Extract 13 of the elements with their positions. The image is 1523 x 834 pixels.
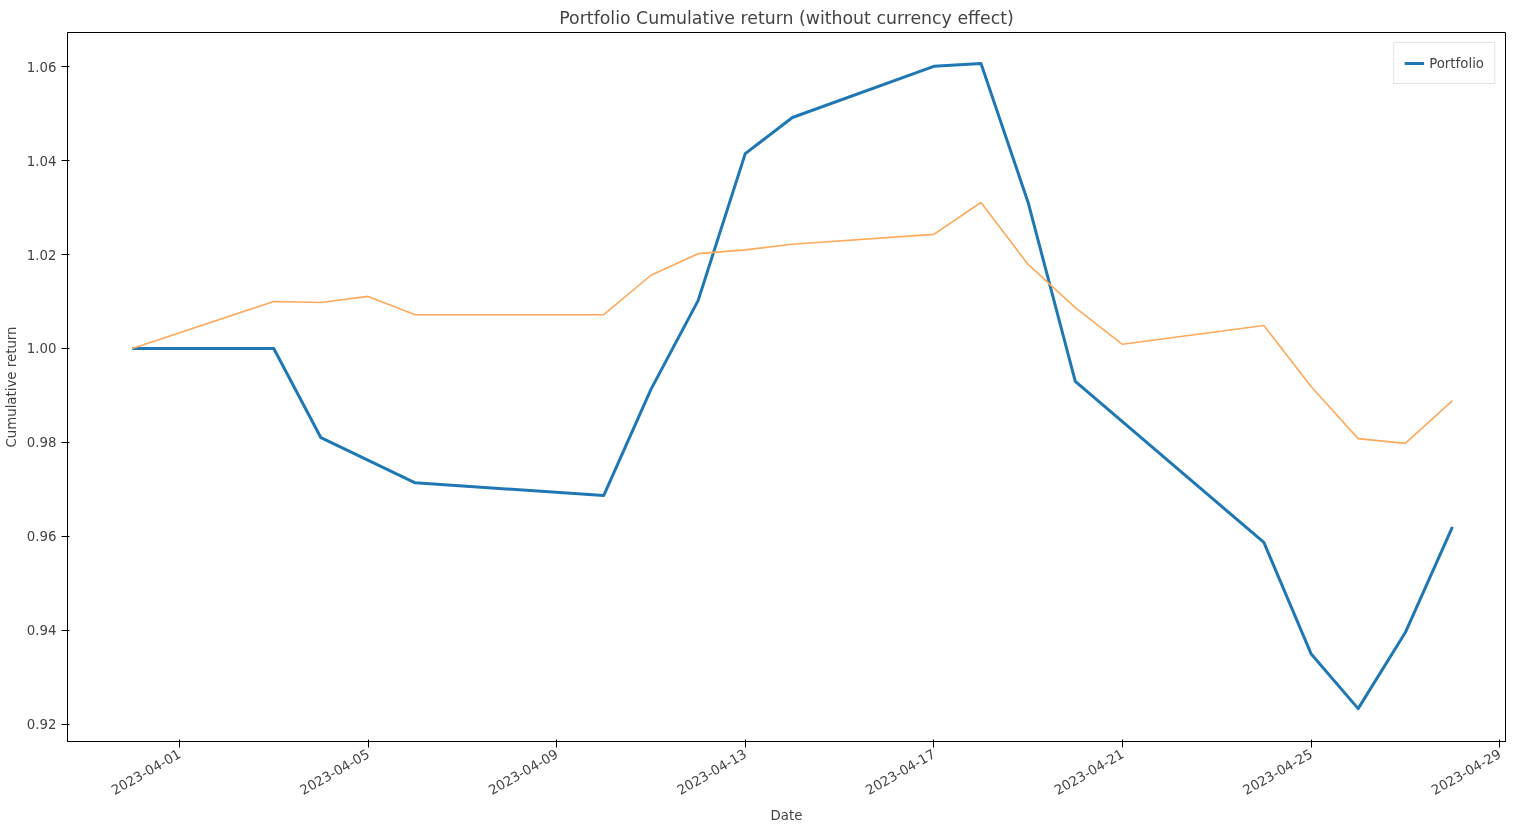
- y-tick-label: 0.96: [26, 529, 57, 545]
- y-tick-label: 0.94: [26, 623, 57, 639]
- y-axis-title: Cumulative return: [3, 326, 19, 448]
- y-tick-label: 1.02: [26, 247, 57, 263]
- y-tick-label: 1.04: [26, 153, 57, 169]
- y-tick-label: 0.92: [26, 717, 57, 733]
- y-tick-label: 0.98: [26, 435, 57, 451]
- y-tick-label: 1.00: [26, 341, 57, 357]
- y-tick-label: 1.06: [26, 59, 57, 75]
- line-series: [131, 201, 1454, 445]
- x-axis-title: Date: [770, 807, 803, 823]
- legend-label: Portfolio: [1429, 55, 1484, 71]
- chart-title: Portfolio Cumulative return (without currency effect): [559, 7, 1014, 28]
